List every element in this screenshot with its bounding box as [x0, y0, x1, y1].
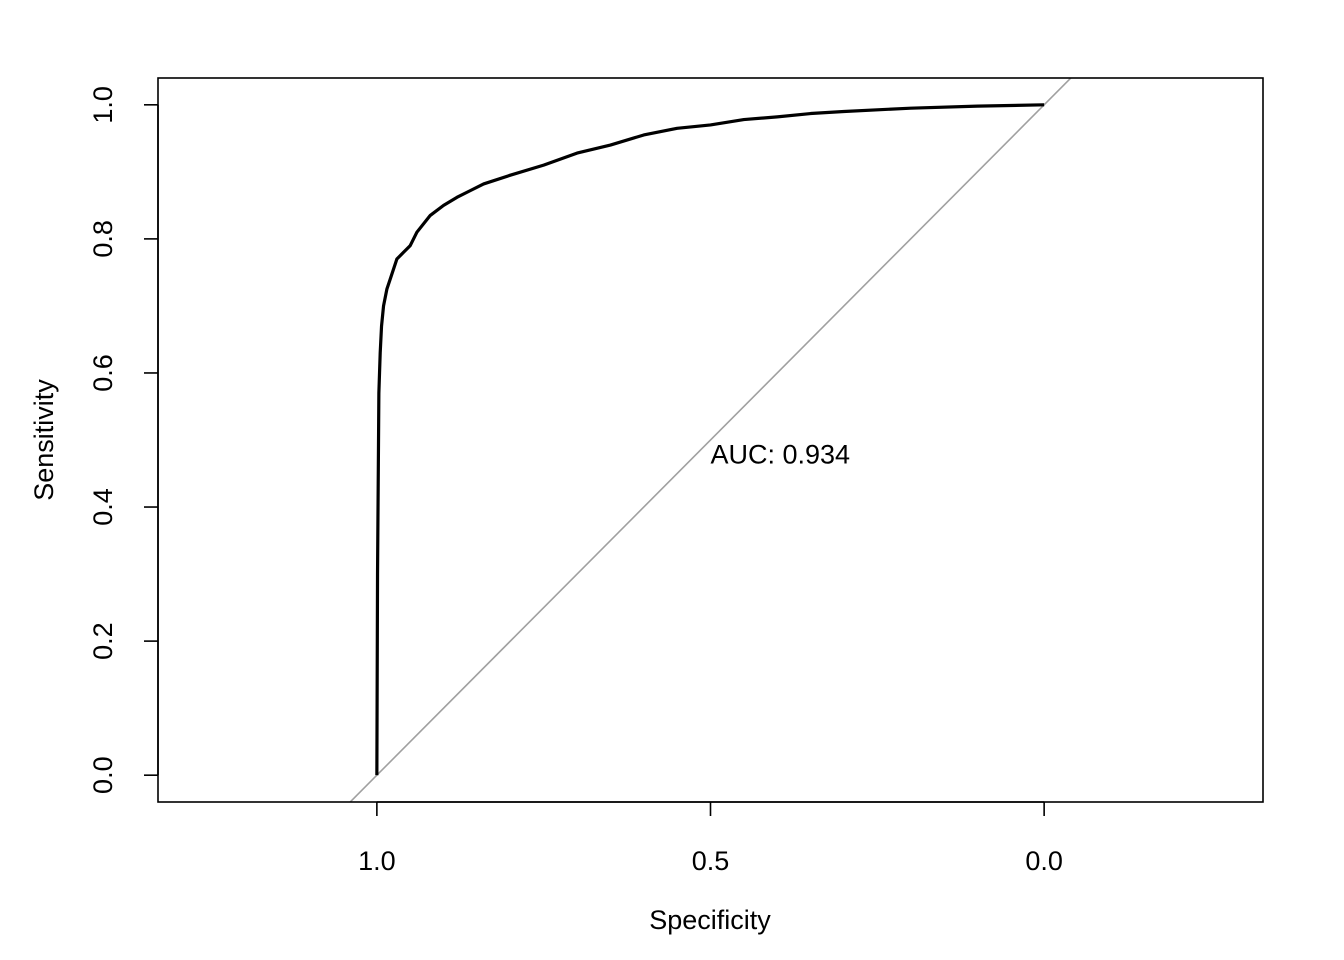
x-axis-title: Specificity: [649, 905, 771, 935]
y-axis-title: Sensitivity: [29, 379, 59, 501]
y-tick-label: 1.0: [88, 86, 118, 124]
x-tick-label: 0.5: [692, 846, 730, 876]
roc-curve-line: [375, 103, 1045, 776]
y-tick-label: 0.6: [88, 354, 118, 392]
y-tick-label: 0.8: [88, 220, 118, 258]
x-tick-label: 0.0: [1025, 846, 1063, 876]
x-axis: 1.0 0.5 0.0: [358, 801, 1063, 876]
y-axis: 0.0 0.2 0.4 0.6 0.8 1.0: [88, 86, 159, 794]
reference-layer: [349, 78, 1072, 802]
y-tick-label: 0.2: [88, 622, 118, 660]
x-tick-label: 1.0: [358, 846, 396, 876]
auc-annotation: AUC: 0.934: [711, 439, 851, 469]
y-tick-label: 0.0: [88, 756, 118, 794]
y-tick-label: 0.4: [88, 488, 118, 526]
reference-diagonal-line: [349, 78, 1072, 802]
